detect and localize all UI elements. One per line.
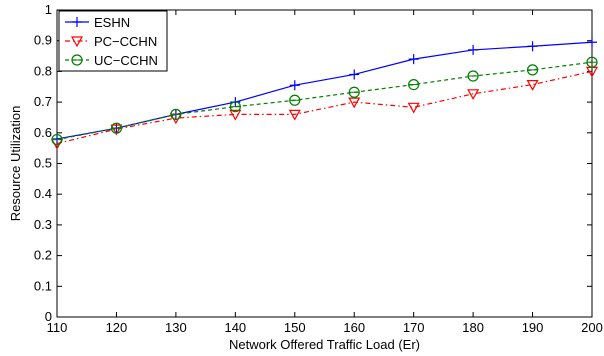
- data-point: [229, 101, 241, 113]
- legend-marker: [72, 17, 82, 27]
- legend-label: UC−CCHN: [94, 53, 158, 68]
- y-tick-label: 0.6: [34, 125, 52, 140]
- series-layer: [50, 37, 599, 150]
- legend-label: ESHN: [94, 15, 130, 30]
- data-point: [408, 54, 419, 65]
- data-point: [527, 41, 538, 52]
- legend: ESHN PC−CCHN UC−CCHN: [58, 10, 168, 72]
- data-point: [407, 102, 420, 114]
- data-point: [468, 44, 479, 55]
- series-3: [51, 56, 598, 146]
- data-point: [467, 89, 480, 101]
- legend-entry: PC−CCHN: [65, 34, 157, 49]
- y-tick-label: 0.9: [34, 33, 52, 48]
- y-tick-label: 0.5: [34, 156, 52, 171]
- data-point: [526, 80, 539, 91]
- legend-marker: [71, 54, 83, 66]
- y-axis: 0 0.1 0.2 0.3 0.4 0.5 0.6 0.7 0.8 0.9 1: [34, 2, 592, 324]
- x-tick-label: 120: [106, 320, 128, 335]
- y-tick-label: 1: [45, 2, 52, 17]
- data-point: [348, 97, 361, 109]
- y-tick-label: 0: [45, 309, 52, 324]
- data-point: [408, 79, 420, 91]
- series-line: [56, 70, 593, 145]
- y-tick-label: 0.2: [34, 248, 52, 263]
- x-tick-label: 110: [47, 320, 68, 335]
- data-point: [349, 69, 360, 80]
- legend-entry: UC−CCHN: [65, 53, 158, 68]
- data-point: [526, 64, 539, 76]
- y-tick-label: 0.4: [34, 186, 52, 201]
- x-tick-label: 150: [284, 320, 306, 335]
- series-line: [56, 61, 593, 141]
- legend-entry: ESHN: [65, 15, 130, 30]
- legend-marker: [70, 36, 84, 48]
- data-point: [110, 122, 123, 134]
- legend-label: PC−CCHN: [94, 34, 157, 49]
- data-point: [289, 80, 300, 91]
- data-point: [288, 109, 301, 121]
- y-tick-label: 0.8: [34, 63, 52, 78]
- data-point: [110, 124, 123, 136]
- y-tick-label: 0.1: [34, 278, 52, 293]
- data-point: [587, 37, 597, 48]
- x-tick-label: 160: [343, 320, 365, 335]
- x-tick-label: 130: [165, 320, 187, 335]
- x-tick-label: 200: [581, 320, 603, 335]
- x-axis-title: Network Offered Traffic Load (Er): [229, 337, 420, 352]
- y-tick-label: 0.3: [34, 217, 52, 232]
- x-tick-label: 140: [224, 320, 246, 335]
- data-point: [170, 108, 182, 120]
- x-tick-label: 180: [462, 320, 484, 335]
- y-tick-label: 0.7: [34, 94, 52, 109]
- y-axis-title: Resource Utilization: [8, 106, 23, 222]
- x-tick-label: 170: [403, 320, 425, 335]
- x-tick-label: 190: [522, 320, 544, 335]
- data-point: [229, 109, 242, 121]
- data-point: [467, 70, 479, 82]
- data-point: [51, 133, 63, 146]
- data-point: [586, 56, 598, 68]
- data-point: [289, 94, 301, 106]
- data-point: [348, 86, 360, 98]
- x-axis: 110 120 130 140 150 160 170 180 190 200: [47, 10, 603, 335]
